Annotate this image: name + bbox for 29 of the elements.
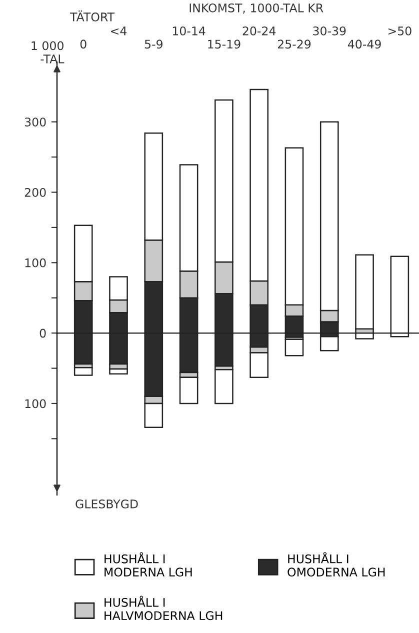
- y-tick-label: 100: [25, 258, 46, 268]
- x-tick-label: 15-19: [208, 40, 240, 49]
- bar: [390, 256, 410, 334]
- x-axis-title: INKOMST, 1000-TAL KR: [190, 3, 324, 14]
- bar: [355, 332, 374, 340]
- y-tick-label: 0: [40, 328, 46, 338]
- x-tick-label: 20-24: [242, 26, 276, 36]
- x-tick-label: 40-49: [348, 40, 381, 49]
- bar: [74, 366, 93, 376]
- y-axis-title: 1 000 -TAL: [32, 41, 64, 64]
- x-tick-label: 10-14: [172, 26, 206, 36]
- bar: [284, 338, 304, 356]
- legend-label: HUSHÅLL I HALVMODERNA LGH: [104, 596, 222, 620]
- text: GLESBYGD: [76, 499, 138, 508]
- bar: [355, 254, 374, 330]
- x-tick-label: >50: [388, 26, 412, 36]
- legend-label: HUSHÅLL I MODERNA LGH: [104, 552, 192, 577]
- x-tick-label: 5-9: [144, 40, 162, 49]
- x-tick-label: 0: [80, 40, 86, 49]
- x-tick-label: 30-39: [313, 26, 346, 36]
- y-tick-label: 100: [25, 399, 46, 408]
- text: TÄTORT: [70, 10, 115, 22]
- x-tick-label: 25-29: [278, 40, 311, 49]
- bar: [214, 369, 234, 404]
- bar: [320, 336, 339, 352]
- y-tick-label: 300: [24, 118, 46, 126]
- y-tick-label: 200: [24, 188, 46, 197]
- x-tick-label: <4: [111, 26, 127, 36]
- legend-label: HUSHÅLL I OMODERNA LGH: [288, 552, 385, 577]
